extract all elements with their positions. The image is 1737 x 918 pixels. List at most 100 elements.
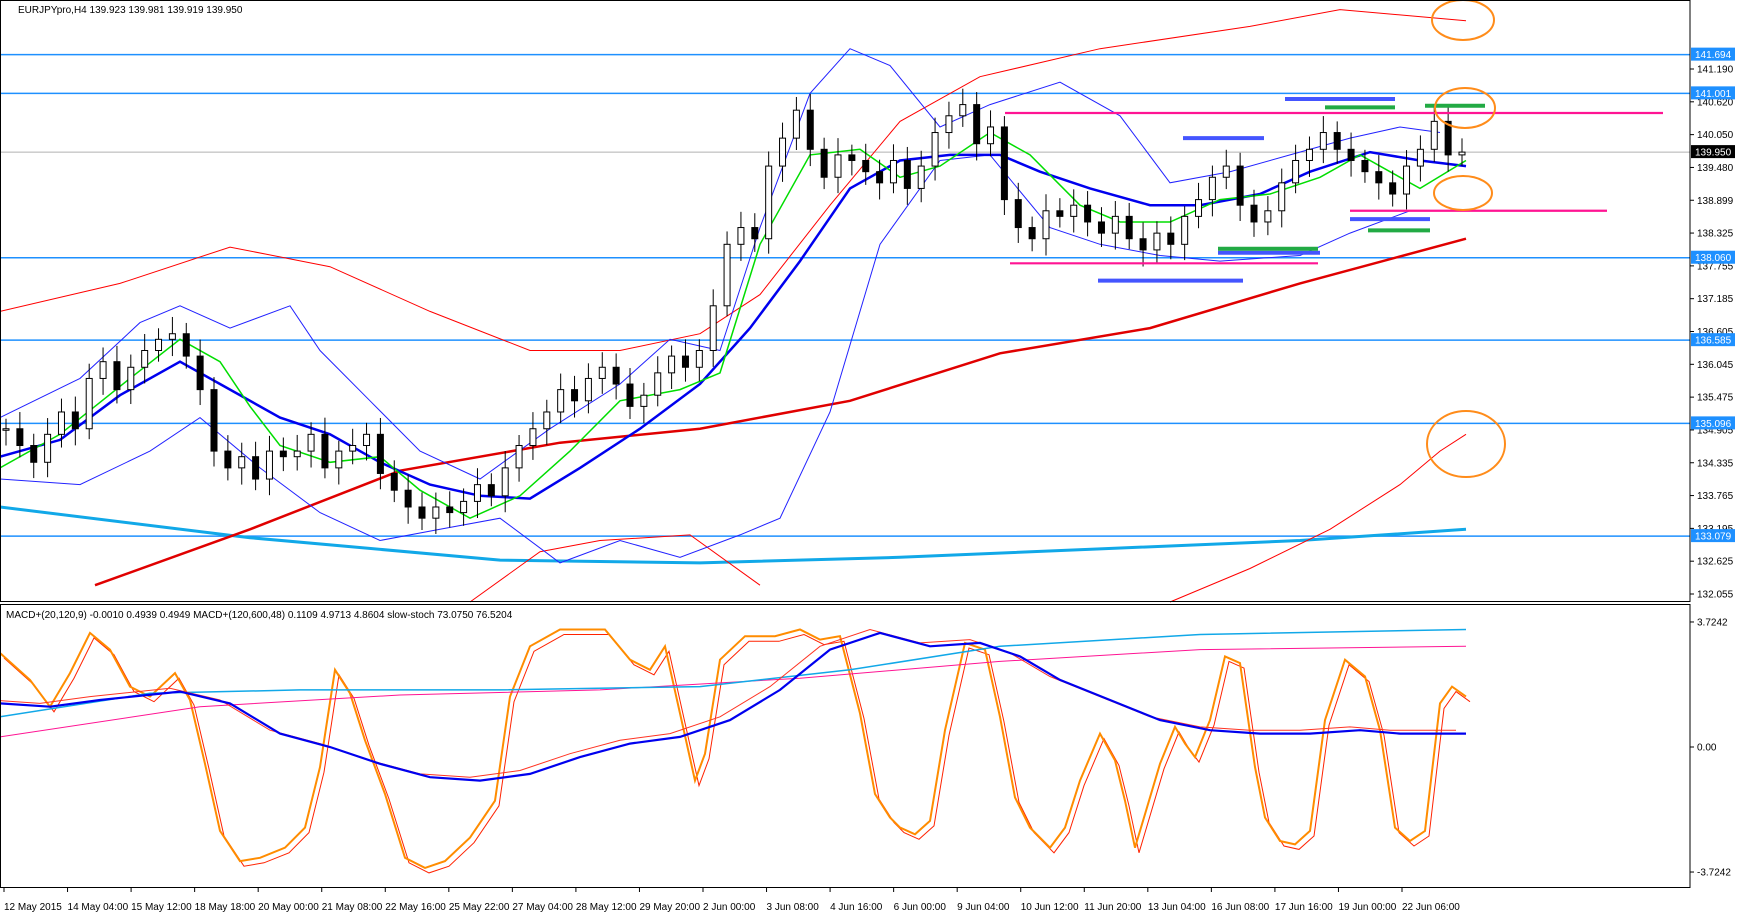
- upper-envelope-line: [0, 9, 1467, 351]
- candle-body: [1070, 204, 1078, 217]
- level-label: 138.060: [1695, 253, 1732, 264]
- candle-body: [2, 428, 10, 431]
- bollinger-upper-line: [0, 48, 1441, 480]
- candle-body: [168, 333, 176, 340]
- macd-long-line: [0, 628, 1467, 718]
- candle-body: [1042, 210, 1050, 240]
- price-tick-label: 141.190: [1697, 65, 1734, 76]
- candle-body: [335, 450, 343, 469]
- candle-body: [1208, 176, 1216, 201]
- candle-body: [1305, 148, 1313, 161]
- candle-body: [1389, 182, 1397, 195]
- candle-body: [737, 227, 745, 245]
- candle-body: [1222, 165, 1230, 178]
- long-ma-line: [0, 505, 1467, 565]
- main-price-panel: [0, 0, 1690, 603]
- time-tick-label: 17 Jun 16:00: [1275, 902, 1333, 913]
- candle-body: [598, 366, 606, 379]
- candle-body: [376, 433, 384, 474]
- candle-body: [1139, 238, 1147, 251]
- lower-envelope-line: [469, 534, 761, 603]
- price-tick-label: 137.755: [1697, 261, 1734, 272]
- indicator-tick-label: 0.00: [1697, 743, 1717, 754]
- price-tick-label: 134.335: [1697, 458, 1734, 469]
- price-tick-label: 132.055: [1697, 590, 1734, 601]
- price-tick-label: 136.045: [1697, 360, 1734, 371]
- time-tick-label: 25 May 22:00: [449, 902, 510, 913]
- candle-body: [779, 137, 787, 167]
- time-tick-label: 20 May 00:00: [258, 902, 319, 913]
- candle-body: [238, 456, 246, 469]
- candle-body: [155, 338, 163, 352]
- price-tick-label: 140.050: [1697, 130, 1734, 141]
- candle-body: [889, 159, 897, 184]
- price-tick-label: 138.899: [1697, 196, 1734, 207]
- candle-body: [571, 389, 579, 402]
- indicator-tick-label: 3.7242: [1697, 617, 1728, 628]
- price-tick-label: 132.625: [1697, 557, 1734, 568]
- candle-body: [501, 467, 509, 497]
- candle-body: [473, 484, 481, 502]
- price-tick-label: 133.765: [1697, 491, 1734, 502]
- candle-body: [751, 227, 759, 240]
- level-label: 141.694: [1695, 50, 1732, 61]
- level-label-box: [1691, 47, 1735, 61]
- candle-body: [1195, 199, 1203, 217]
- candle-body: [543, 411, 551, 430]
- fast-ma-line: [0, 131, 1467, 520]
- price-tick-label: 135.475: [1697, 393, 1734, 404]
- candle-body: [279, 450, 287, 458]
- candle-body: [1084, 204, 1092, 223]
- time-tick-label: 4 Jun 16:00: [830, 902, 883, 913]
- candle-body: [1319, 132, 1327, 150]
- candle-body: [1153, 232, 1161, 251]
- candle-body: [85, 377, 93, 430]
- candle-body: [404, 489, 412, 508]
- candle-body: [1361, 159, 1369, 173]
- candle-body: [903, 159, 911, 189]
- price-tick-label: 138.325: [1697, 229, 1734, 240]
- candle-body: [210, 389, 218, 452]
- candle-body: [723, 243, 731, 307]
- candle-body: [654, 372, 662, 396]
- candle-body: [792, 109, 800, 139]
- candle-body: [44, 433, 52, 463]
- candle-body: [1430, 120, 1438, 150]
- highlight-circle: [1433, 175, 1493, 211]
- time-tick-label: 14 May 04:00: [68, 902, 129, 913]
- time-tick-label: 21 May 08:00: [322, 902, 383, 913]
- candle-body: [584, 377, 592, 402]
- time-tick-label: 10 Jun 12:00: [1021, 902, 1079, 913]
- candle-body: [1125, 215, 1133, 240]
- stoch-signal-line: [3, 633, 1471, 874]
- candle-body: [1014, 199, 1022, 229]
- mid-ma-line: [0, 150, 1467, 500]
- candle-body: [1292, 159, 1300, 184]
- candle-body: [99, 361, 107, 379]
- candle-body: [432, 506, 440, 519]
- candle-body: [182, 333, 190, 357]
- candle-body: [1028, 227, 1036, 240]
- candle-body: [252, 456, 260, 480]
- candle-body: [321, 433, 329, 469]
- candle-body: [917, 165, 925, 189]
- indicator-header: MACD+(20,120,9) -0.0010 0.4939 0.4949 MA…: [6, 610, 513, 621]
- level-label: 141.001: [1695, 89, 1732, 100]
- candle-body: [1111, 215, 1119, 234]
- candle-body: [1458, 151, 1466, 156]
- candle-body: [806, 109, 814, 150]
- candle-body: [557, 389, 565, 413]
- time-tick-label: 15 May 12:00: [131, 902, 192, 913]
- candle-body: [862, 159, 870, 173]
- candle-body: [529, 428, 537, 447]
- candle-body: [1416, 148, 1424, 167]
- candle-body: [1333, 132, 1341, 150]
- candle-body: [307, 433, 315, 452]
- indicator-panel: [0, 628, 1471, 874]
- candle-body: [293, 450, 301, 458]
- candle-body: [959, 104, 967, 117]
- highlight-circle: [1431, 0, 1495, 41]
- candle-body: [363, 433, 371, 447]
- time-tick-label: 27 May 04:00: [512, 902, 573, 913]
